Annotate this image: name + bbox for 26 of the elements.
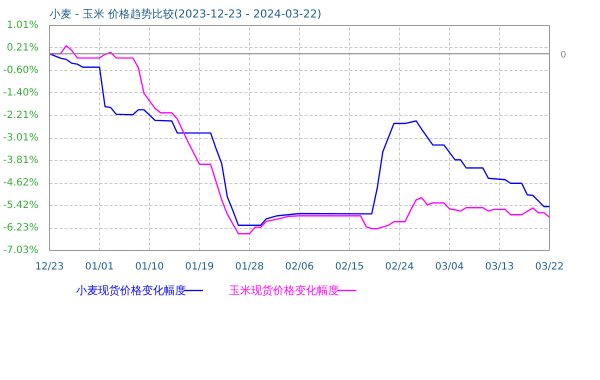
ref-line-label: 0 — [560, 50, 566, 60]
y-tick-label: 0.21% — [6, 42, 39, 54]
y-tick-label: 1.01% — [6, 20, 39, 31]
legend-label: 玉米现货价格变化幅度 — [229, 284, 340, 297]
x-tick-label: 03/22 — [535, 262, 564, 272]
x-tick-label: 02/15 — [335, 262, 364, 272]
x-tick-label: 02/06 — [285, 262, 314, 272]
legend-label: 小麦现货价格变化幅度 — [76, 284, 186, 297]
y-tick-label: -2.21% — [3, 110, 39, 122]
y-tick-label: -4.62% — [3, 178, 39, 189]
x-tick-label: 01/28 — [235, 262, 264, 272]
y-tick-label: -7.03% — [3, 245, 39, 256]
y-tick-label: -6.23% — [3, 222, 39, 234]
x-tick-label: 01/10 — [135, 262, 164, 272]
x-tick-label: 03/04 — [435, 262, 464, 272]
y-tick-label: -0.60% — [3, 65, 39, 76]
x-tick-label: 02/24 — [385, 262, 414, 272]
y-tick-label: -3.81% — [3, 154, 39, 166]
y-tick-label: -3.01% — [3, 132, 39, 144]
x-tick-label: 01/01 — [85, 262, 114, 272]
x-tick-label: 12/23 — [35, 262, 64, 272]
y-tick-label: -1.40% — [3, 87, 39, 98]
x-tick-label: 03/13 — [485, 262, 514, 272]
y-tick-label: -5.42% — [3, 200, 39, 211]
x-tick-label: 01/19 — [185, 262, 214, 272]
chart-title: 小麦 - 玉米 价格趋势比较(2023-12-23 - 2024-03-22) — [50, 8, 322, 20]
